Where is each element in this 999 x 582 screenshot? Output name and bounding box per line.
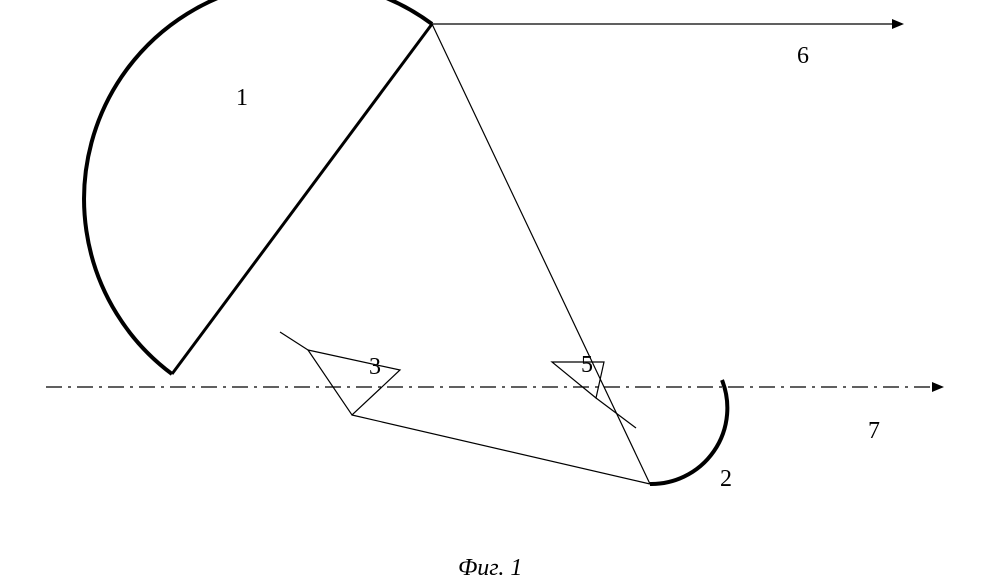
label-7: 7 [868, 418, 880, 445]
mirror-arc-1 [84, 0, 432, 374]
label-3: 3 [369, 354, 381, 381]
label-5: 5 [581, 352, 593, 379]
figure-diagram [0, 0, 999, 581]
mirror-chord [172, 24, 432, 374]
ray-a-to-c [432, 24, 650, 484]
mirror-arc-2 [650, 380, 727, 484]
label-1: 1 [236, 85, 248, 112]
label-6: 6 [797, 43, 809, 70]
ray-tri5-exit [596, 398, 636, 428]
prism-5 [552, 362, 604, 398]
figure-caption: Фиг. 1 [458, 555, 522, 582]
label-2: 2 [720, 466, 732, 493]
ray-c-to-tri3 [352, 415, 650, 484]
prism-3 [308, 350, 400, 415]
ray-tri3-exit [280, 332, 308, 350]
